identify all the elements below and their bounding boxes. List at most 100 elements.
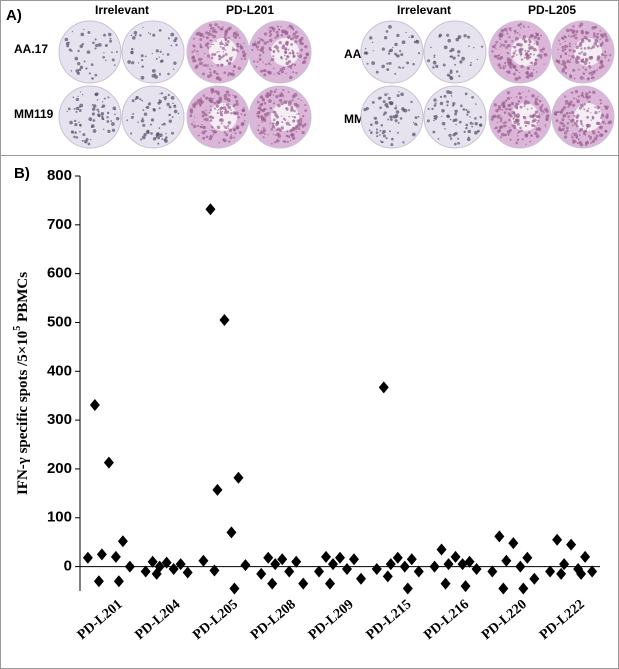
spot bbox=[435, 64, 439, 69]
data-point bbox=[460, 580, 471, 593]
spot bbox=[395, 110, 400, 114]
spot bbox=[585, 57, 588, 61]
spot bbox=[517, 103, 520, 106]
spot bbox=[79, 130, 81, 133]
spot bbox=[504, 124, 507, 127]
data-point bbox=[93, 575, 104, 588]
spot bbox=[524, 120, 528, 125]
spot bbox=[274, 36, 277, 39]
spot bbox=[236, 44, 240, 48]
spot bbox=[227, 124, 230, 127]
data-point bbox=[229, 582, 240, 595]
spot bbox=[173, 109, 178, 114]
spot bbox=[74, 131, 77, 134]
spot bbox=[600, 114, 604, 117]
spot bbox=[132, 36, 136, 40]
spot bbox=[209, 119, 213, 122]
spot bbox=[115, 51, 118, 53]
spot bbox=[239, 43, 241, 46]
spot bbox=[235, 31, 238, 33]
spot bbox=[501, 109, 504, 111]
spot bbox=[433, 117, 435, 120]
spot bbox=[300, 36, 304, 40]
spot bbox=[106, 111, 110, 115]
spot bbox=[71, 130, 75, 134]
spot bbox=[197, 134, 200, 137]
spot bbox=[300, 99, 302, 102]
spot bbox=[441, 108, 445, 113]
spot bbox=[207, 64, 209, 66]
spot bbox=[255, 45, 260, 49]
spot bbox=[366, 62, 369, 65]
data-point bbox=[356, 572, 366, 585]
spot bbox=[74, 122, 78, 127]
spot bbox=[498, 126, 502, 130]
spot bbox=[532, 47, 537, 52]
spot bbox=[520, 129, 523, 132]
data-point bbox=[298, 577, 309, 590]
spot bbox=[523, 105, 526, 108]
spot bbox=[89, 138, 92, 141]
spot bbox=[464, 92, 468, 96]
spot bbox=[394, 113, 399, 118]
well-plate bbox=[58, 85, 122, 149]
spot bbox=[87, 142, 91, 146]
spot bbox=[236, 42, 239, 46]
spot bbox=[512, 65, 516, 69]
spot bbox=[385, 137, 388, 140]
spot bbox=[540, 109, 544, 113]
spot bbox=[509, 138, 512, 141]
spot bbox=[534, 131, 538, 136]
data-point bbox=[457, 558, 468, 571]
spot bbox=[371, 61, 376, 65]
spot bbox=[94, 73, 98, 77]
spot bbox=[67, 41, 70, 44]
spot bbox=[533, 42, 536, 45]
spot bbox=[596, 105, 600, 110]
data-point bbox=[256, 567, 267, 580]
spot bbox=[110, 120, 113, 122]
spot bbox=[604, 56, 607, 59]
spot bbox=[387, 118, 390, 121]
spot bbox=[177, 112, 180, 115]
spot bbox=[538, 127, 542, 132]
spot bbox=[162, 122, 166, 126]
spot bbox=[410, 100, 413, 104]
spot bbox=[212, 43, 215, 46]
spot bbox=[569, 75, 573, 79]
spot bbox=[205, 118, 209, 122]
spot bbox=[218, 54, 221, 58]
spot bbox=[289, 37, 293, 41]
spot bbox=[529, 140, 532, 143]
spot bbox=[92, 104, 97, 108]
data-point bbox=[103, 456, 114, 469]
y-tick-label: 100 bbox=[47, 509, 72, 526]
spot bbox=[459, 60, 463, 64]
spot bbox=[526, 108, 529, 110]
spot bbox=[192, 44, 195, 47]
spot bbox=[223, 103, 225, 105]
spot bbox=[385, 30, 389, 33]
spot bbox=[605, 114, 609, 119]
spot bbox=[507, 134, 510, 136]
spot bbox=[370, 131, 373, 134]
spot bbox=[287, 60, 292, 64]
spot bbox=[77, 95, 79, 97]
spot bbox=[530, 107, 533, 110]
spot bbox=[205, 109, 207, 112]
spot bbox=[543, 111, 545, 114]
spot bbox=[295, 104, 300, 108]
y-tick-label: 300 bbox=[47, 411, 72, 428]
spot bbox=[529, 61, 532, 64]
spot bbox=[520, 53, 522, 56]
spot bbox=[449, 118, 452, 121]
data-point bbox=[518, 582, 529, 595]
y-label-text: IFN-γ specific spots /5×10 bbox=[15, 331, 31, 495]
spot bbox=[599, 30, 602, 32]
spot bbox=[466, 137, 471, 142]
spot bbox=[513, 45, 517, 49]
spot bbox=[573, 97, 576, 100]
spot bbox=[163, 138, 167, 142]
spot bbox=[559, 43, 562, 45]
